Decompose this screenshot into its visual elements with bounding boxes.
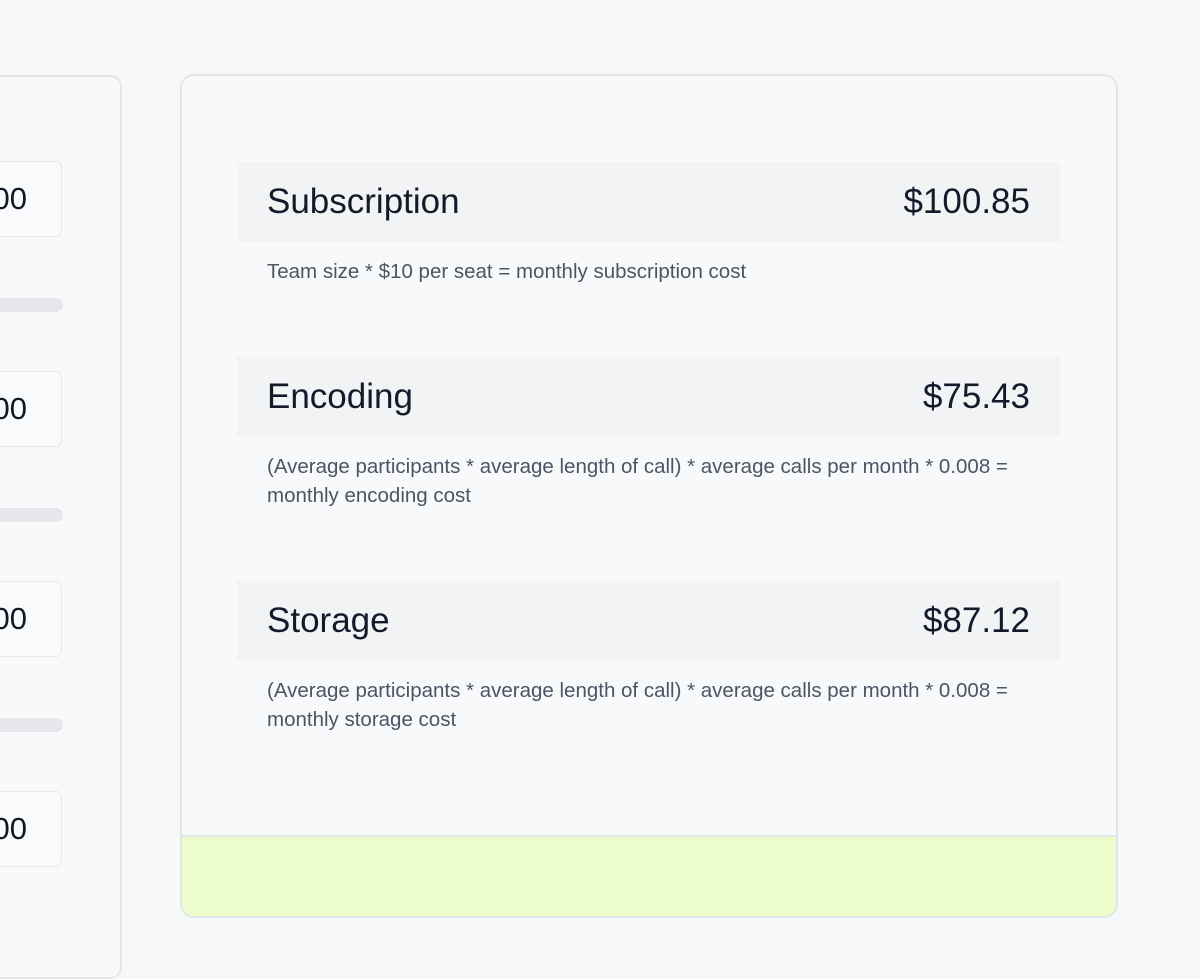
cost-breakdown-card: Subscription $100.85 Team size * $10 per… (180, 74, 1118, 918)
slider[interactable] (0, 298, 63, 312)
number-input[interactable]: 00 (0, 791, 62, 867)
cost-title: Subscription (267, 182, 460, 221)
cost-amount: $87.12 (922, 601, 1030, 640)
total-footer (182, 835, 1116, 916)
cost-row-subscription: Subscription $100.85 (237, 162, 1060, 242)
cost-description: Team size * $10 per seat = monthly subsc… (267, 260, 747, 283)
cost-amount: $75.43 (922, 377, 1030, 416)
cost-row-storage: Storage $87.12 (237, 581, 1060, 661)
number-input[interactable]: 00 (0, 581, 62, 657)
number-input[interactable]: 00 (0, 371, 62, 447)
cost-row-encoding: Encoding $75.43 (237, 357, 1060, 437)
slider[interactable] (0, 508, 63, 522)
cost-title: Encoding (267, 377, 413, 416)
cost-amount: $100.85 (903, 182, 1030, 221)
cost-title: Storage (267, 601, 390, 640)
cost-description: (Average participants * average length o… (267, 455, 1008, 507)
number-input[interactable]: 00 (0, 161, 62, 237)
slider[interactable] (0, 718, 63, 732)
cost-description: (Average participants * average length o… (267, 679, 1008, 731)
